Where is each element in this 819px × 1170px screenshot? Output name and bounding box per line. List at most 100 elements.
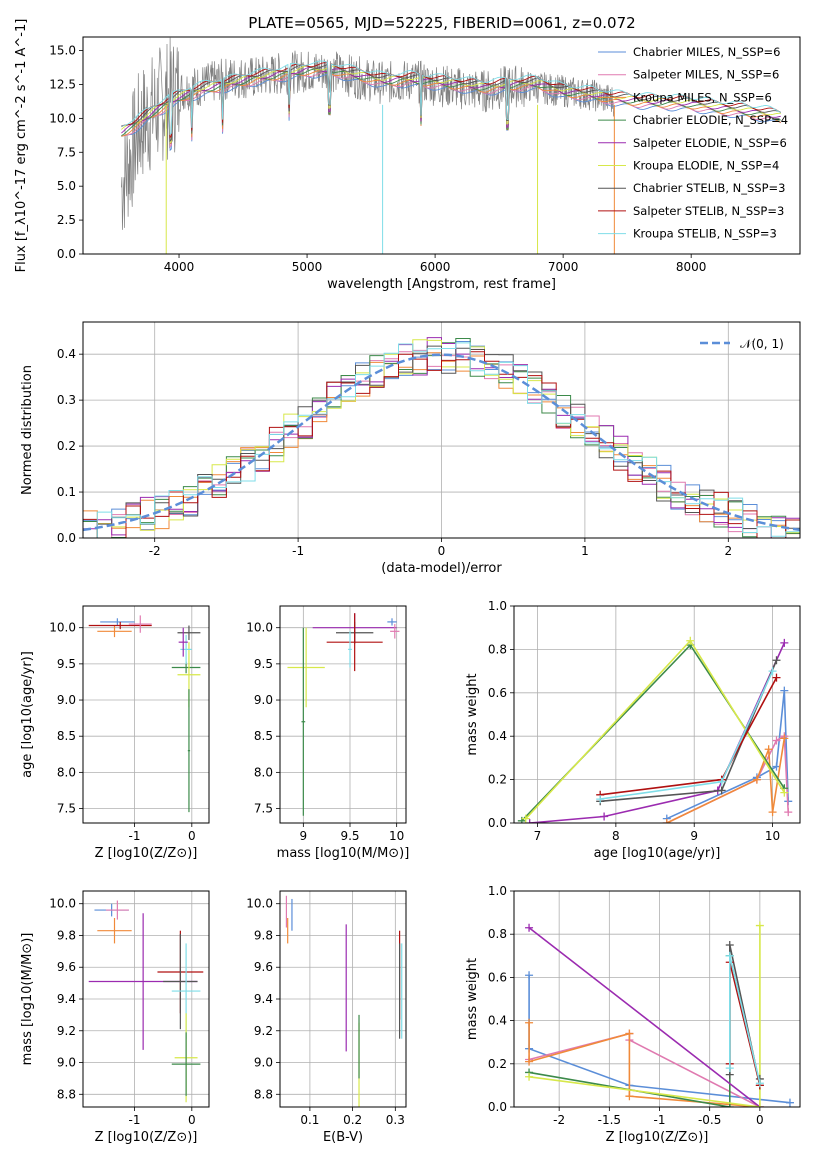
- y-tick-label: 9.0: [254, 693, 273, 707]
- y-axis-label: mass [log10(M/M⊙)]: [20, 933, 35, 1066]
- y-tick-label: 0.4: [488, 729, 507, 743]
- weight-point-marker: [525, 923, 534, 932]
- y-tick-label: 10.0: [49, 111, 76, 125]
- weight-point-marker: [755, 1079, 764, 1088]
- error-point: [128, 615, 152, 633]
- error-point: [348, 631, 352, 668]
- axes-frame: [82, 321, 801, 539]
- error-point: [390, 624, 400, 639]
- weight-point-marker: [725, 951, 734, 960]
- y-axis-label: mass weight: [465, 673, 480, 755]
- x-tick-label: 7: [534, 829, 542, 843]
- y-tick-label: 9.0: [57, 693, 76, 707]
- weight-series-line: [528, 1022, 760, 1107]
- weight-point-marker: [717, 777, 726, 786]
- error-point: [105, 900, 129, 920]
- y-tick-label: 9.5: [254, 657, 273, 671]
- y-tick-label: 0.2: [488, 773, 507, 787]
- axes-frame: [513, 605, 801, 824]
- y-tick-label: 8.8: [57, 1087, 76, 1101]
- x-tick-label: 0: [438, 544, 446, 558]
- x-tick-label: 5000: [292, 260, 323, 274]
- weight-point-marker: [525, 1072, 534, 1081]
- y-tick-label: 15.0: [49, 44, 76, 58]
- age-vs-mass-panel: 9 9.5 10 7.5 8.0 8.5 9.0 9.5 10.0 mass [log10(M/M…: [246, 605, 409, 861]
- residual-distribution-panel: -2 -1 0 1 2 0.0 0.1 0.2 0.3 0.4 (data-model)/error…: [20, 321, 801, 576]
- weight-point-marker: [686, 636, 695, 645]
- spectrum-legend: Chabrier MILES, N_SSP=6 Salpeter MILES, N…: [598, 45, 788, 241]
- plot-area: [83, 337, 800, 538]
- axes-frame: [82, 36, 801, 255]
- weight-point-marker: [772, 656, 781, 665]
- y-tick-label: 0.8: [488, 927, 507, 941]
- weight-point-marker: [764, 745, 773, 754]
- legend-label: Chabrier MILES, N_SSP=6: [633, 45, 780, 59]
- y-axis-label: Flux [f_λ10^-17 erg cm^-2 s^-1 A^-1]: [14, 19, 29, 273]
- y-tick-label: 0.4: [488, 1014, 507, 1028]
- error-point: [163, 933, 198, 1030]
- legend-label: Chabrier ELODIE, N_SSP=4: [633, 113, 788, 127]
- y-tick-label: 9.8: [254, 928, 273, 942]
- y-tick-label: 0.4: [57, 347, 76, 361]
- y-axis-label: Normed distribution: [20, 365, 35, 495]
- y-axis-label: age [log10(age/yr)]: [20, 651, 35, 778]
- x-axis-label: E(B-V): [323, 1130, 363, 1145]
- y-tick-label: 9.8: [57, 928, 76, 942]
- weight-point-marker: [785, 1098, 794, 1107]
- observed-spectrum-line: [121, 37, 615, 230]
- plot-area: [88, 615, 201, 813]
- x-tick-label: 0.1: [300, 1113, 319, 1127]
- y-tick-label: 2.5: [57, 213, 76, 227]
- error-point: [387, 618, 397, 626]
- error-point: [100, 618, 135, 626]
- plot-area: [285, 895, 403, 1107]
- weight-series-line: [528, 927, 761, 1107]
- weight-vs-age-panel: 7 8 9 10 0.0 0.2 0.4 0.6 0.8 1.0 age [log10(age/yr…: [465, 599, 801, 861]
- y-tick-label: 7.5: [57, 802, 76, 816]
- mass-vs-metallicity-panel: -1 0 8.8 9.0 9.2 9.4 9.6 9.8 10.0 Z [log10(Z/Z⊙)]…: [20, 890, 210, 1145]
- weight-point-marker: [780, 788, 789, 797]
- x-tick-label: -1: [129, 829, 141, 843]
- y-tick-label: 9.6: [254, 960, 273, 974]
- weight-point-marker: [725, 941, 734, 949]
- x-axis-label: wavelength [Angstrom, rest frame]: [327, 277, 556, 292]
- weight-point-marker: [768, 808, 777, 817]
- legend-label: Salpeter ELODIE, N_SSP=6: [633, 136, 787, 150]
- y-tick-label: 0.8: [488, 642, 507, 656]
- error-point: [287, 627, 325, 708]
- y-tick-label: 8.0: [57, 765, 76, 779]
- plot-area: [88, 900, 204, 1103]
- legend-label: Kroupa ELODIE, N_SSP=4: [633, 159, 779, 173]
- y-tick-label: 0.3: [57, 393, 76, 407]
- normal-distribution-curve: [83, 353, 800, 532]
- x-tick-label: 0.2: [343, 1113, 362, 1127]
- x-tick-label: 1: [581, 544, 589, 558]
- plot-area: [517, 636, 793, 823]
- y-tick-label: 0.2: [57, 439, 76, 453]
- y-tick-label: 9.2: [57, 1024, 76, 1038]
- weight-point-marker: [772, 673, 781, 682]
- weight-point-marker: [725, 1103, 734, 1107]
- x-tick-label: -2: [553, 1113, 565, 1127]
- error-point: [177, 625, 201, 640]
- x-tick-label: 9: [300, 829, 308, 843]
- plot-area: [287, 613, 400, 816]
- y-tick-label: 10.0: [49, 897, 76, 911]
- x-tick-label: 0: [188, 1113, 196, 1127]
- y-tick-label: 10.0: [49, 621, 76, 635]
- y-tick-label: 0.0: [488, 816, 507, 830]
- y-tick-label: 10.0: [246, 621, 273, 635]
- age-vs-metallicity-panel: -1 0 7.5 8.0 8.5 9.0 9.5 10.0 Z [log10(Z/Z⊙)] age…: [20, 605, 210, 861]
- weight-point-marker: [662, 819, 671, 823]
- weight-point-marker: [525, 819, 534, 823]
- weight-point-marker: [784, 808, 793, 817]
- y-tick-label: 0.0: [57, 531, 76, 545]
- x-tick-label: 8: [612, 829, 620, 843]
- x-tick-label: -2: [149, 544, 161, 558]
- y-tick-label: 9.5: [57, 657, 76, 671]
- weight-point-marker: [752, 775, 761, 784]
- weight-point-marker: [717, 786, 726, 795]
- weight-point-marker: [525, 1018, 534, 1027]
- spectrum-panel: 4000 5000 6000 7000 8000 0.0 2.5 5.0 7.5 10.0 12.5…: [14, 19, 801, 292]
